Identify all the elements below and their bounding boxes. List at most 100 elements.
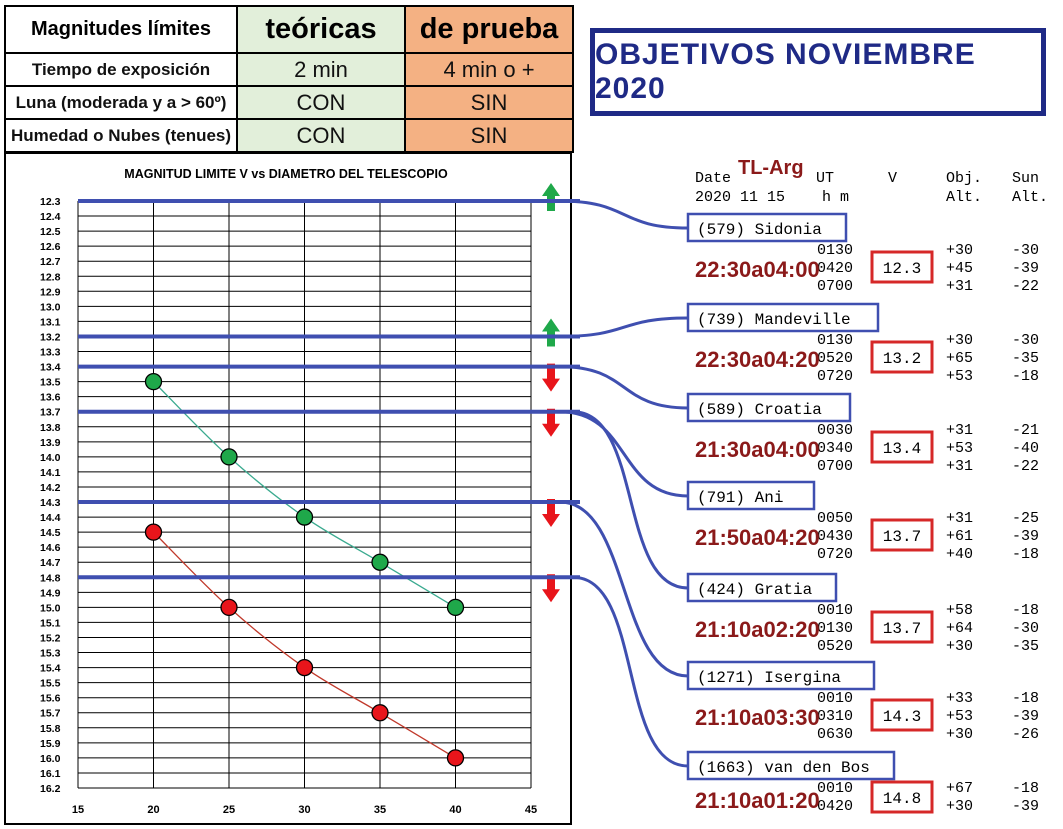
ephemeris-time: 0630 <box>817 726 853 743</box>
observation-window: 21:10a01:20 <box>695 788 820 813</box>
series-point-0 <box>220 448 238 466</box>
y-tick-label: 16.1 <box>40 768 61 780</box>
sun-altitude: -35 <box>1012 350 1039 367</box>
sun-altitude: -18 <box>1012 368 1039 385</box>
series-point-0 <box>295 508 314 526</box>
x-tick-label: 20 <box>147 804 159 816</box>
magnitude-value: 13.2 <box>883 350 921 368</box>
observation-window: 22:30a04:00 <box>695 257 820 282</box>
y-tick-label: 14.4 <box>40 512 61 524</box>
object-altitude: +65 <box>946 350 973 367</box>
series-point-0 <box>144 372 163 391</box>
object-altitude: +67 <box>946 780 973 797</box>
magnitude-value: 13.7 <box>883 620 921 638</box>
ephemeris-time: 0010 <box>817 602 853 619</box>
limit-arrow-down-icon <box>542 363 560 392</box>
cell-humidity-teoricas: CON <box>236 118 406 153</box>
object-altitude: +33 <box>946 690 973 707</box>
magnitude-box <box>870 518 934 552</box>
y-tick-label: 13.8 <box>40 422 61 434</box>
y-tick-label: 14.6 <box>40 542 61 554</box>
y-tick-label: 13.6 <box>40 392 61 404</box>
table-header-prueba: de prueba <box>404 5 574 54</box>
y-tick-label: 12.6 <box>40 241 61 253</box>
y-tick-label: 13.0 <box>40 301 61 313</box>
ephemeris-time: 0010 <box>817 690 853 707</box>
row-label-exposure: Tiempo de exposición <box>4 52 238 87</box>
magnitude-value: 12.3 <box>883 260 921 278</box>
sun-altitude: -26 <box>1012 726 1039 743</box>
y-tick-label: 14.5 <box>40 527 61 539</box>
x-tick-label: 35 <box>374 804 386 816</box>
y-tick-label: 13.7 <box>40 407 61 419</box>
object-altitude: +61 <box>946 528 973 545</box>
series-point-0 <box>371 553 389 571</box>
object-name: (1271) Isergina <box>697 669 841 687</box>
y-tick-label: 14.7 <box>40 557 61 569</box>
x-tick-label: 45 <box>525 804 537 816</box>
object-name-box <box>686 480 816 511</box>
sun-altitude: -39 <box>1012 708 1039 725</box>
header-label-text: Magnitudes límites <box>30 18 212 40</box>
sun-altitude: -22 <box>1012 278 1039 295</box>
ephemeris-time: 0420 <box>817 260 853 277</box>
y-tick-label: 14.0 <box>40 452 61 464</box>
connector-curve <box>559 199 689 230</box>
ephemeris-time: 0310 <box>817 708 853 725</box>
y-tick-label: 12.3 <box>40 196 61 208</box>
connector-curve <box>572 575 689 768</box>
row-label-moon: Luna (moderada y a > 60º) <box>4 85 238 120</box>
ephemeris-time: 0340 <box>817 440 853 457</box>
magnitude-box <box>870 340 934 374</box>
object-name-box <box>686 212 848 243</box>
limits-table: Magnitudes límites teóricas de prueba Ti… <box>4 5 574 153</box>
y-tick-label: 14.8 <box>40 572 61 584</box>
table-header-label: Magnitudes límites <box>4 5 238 54</box>
object-name-box <box>686 392 852 423</box>
ephemeris-subheader-1: h m <box>822 189 849 206</box>
series-point-1 <box>220 598 238 617</box>
object-altitude: +31 <box>946 510 973 527</box>
limit-arrow-up-icon <box>542 183 560 211</box>
site-code: TL-Arg <box>738 157 804 179</box>
sun-altitude: -35 <box>1012 638 1039 655</box>
observation-window: 21:30a04:00 <box>695 437 820 462</box>
sun-altitude: -25 <box>1012 510 1039 527</box>
observation-window: 21:10a03:30 <box>695 705 820 730</box>
cell-exposure-prueba: 4 min o + <box>404 52 574 87</box>
y-tick-label: 15.6 <box>40 693 61 705</box>
x-tick-label: 15 <box>72 804 84 816</box>
ephemeris-time: 0700 <box>817 278 853 295</box>
chart-title: MAGNITUD LIMITE V vs DIAMETRO DEL TELESC… <box>124 167 448 181</box>
y-tick-label: 12.7 <box>40 256 61 268</box>
ephemeris-subheader-2: Alt. <box>946 189 982 206</box>
object-name: (579) Sidonia <box>697 221 822 239</box>
series-point-1 <box>371 704 389 722</box>
y-tick-label: 12.9 <box>40 286 61 298</box>
cell-humidity-prueba: SIN <box>404 118 574 153</box>
series-point-1 <box>446 749 465 767</box>
y-tick-label: 13.9 <box>40 437 61 449</box>
sun-altitude: -30 <box>1012 242 1039 259</box>
cell-moon-prueba: SIN <box>404 85 574 120</box>
y-tick-label: 13.2 <box>40 331 61 343</box>
table-header-teoricas: teóricas <box>236 5 406 54</box>
magnitude-box <box>870 250 934 284</box>
object-altitude: +30 <box>946 242 973 259</box>
object-altitude: +31 <box>946 278 973 295</box>
magnitude-box <box>870 430 934 464</box>
y-tick-label: 13.1 <box>40 316 61 328</box>
ephemeris-subheader-0: 2020 11 15 <box>695 189 785 206</box>
ephemeris-time: 0720 <box>817 368 853 385</box>
object-name: (1663) van den Bos <box>697 759 870 777</box>
limit-arrow-down-icon <box>542 408 560 437</box>
banner-title: OBJETIVOS NOVIEMBRE 2020 <box>595 38 976 105</box>
object-name-box <box>686 302 880 333</box>
object-altitude: +53 <box>946 440 973 457</box>
connector-curve <box>572 410 689 590</box>
sun-altitude: -30 <box>1012 332 1039 349</box>
y-tick-label: 15.1 <box>40 617 61 629</box>
ephemeris-time: 0520 <box>817 350 853 367</box>
y-tick-label: 15.8 <box>40 723 61 735</box>
